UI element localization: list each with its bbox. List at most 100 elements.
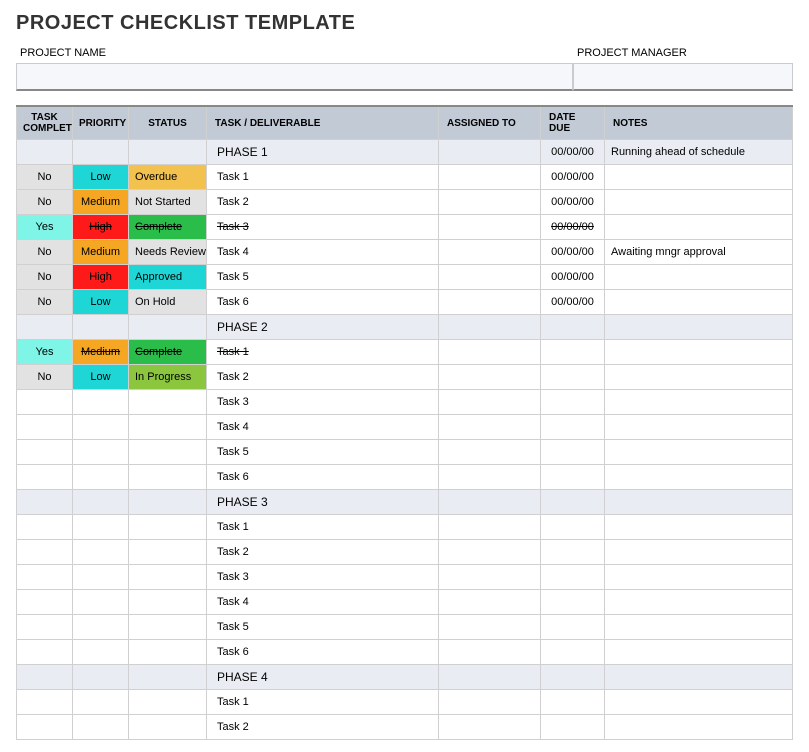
cell-notes[interactable] [605, 690, 793, 715]
cell-task[interactable]: Task 1 [207, 690, 439, 715]
cell-complete[interactable] [17, 590, 73, 615]
cell-task[interactable]: Task 1 [207, 515, 439, 540]
cell-notes[interactable] [605, 515, 793, 540]
cell-assigned[interactable] [439, 390, 541, 415]
cell-assigned[interactable] [439, 165, 541, 190]
cell-assigned[interactable] [439, 465, 541, 490]
cell-date[interactable]: 00/00/00 [541, 190, 605, 215]
cell-status[interactable]: Approved [129, 265, 207, 290]
cell-complete[interactable]: No [17, 240, 73, 265]
cell-status[interactable] [129, 590, 207, 615]
cell-status[interactable]: Overdue [129, 165, 207, 190]
cell-date[interactable]: 00/00/00 [541, 240, 605, 265]
cell-assigned[interactable] [439, 565, 541, 590]
cell-complete[interactable]: No [17, 365, 73, 390]
cell-notes[interactable] [605, 565, 793, 590]
cell-status[interactable]: Complete [129, 340, 207, 365]
cell-notes[interactable] [605, 415, 793, 440]
cell-priority[interactable] [73, 415, 129, 440]
cell-date[interactable] [541, 415, 605, 440]
cell-complete[interactable] [17, 440, 73, 465]
cell-priority[interactable] [73, 690, 129, 715]
cell-assigned[interactable] [439, 290, 541, 315]
cell-assigned[interactable] [439, 690, 541, 715]
cell-notes[interactable] [605, 540, 793, 565]
cell-complete[interactable] [17, 515, 73, 540]
cell-assigned[interactable] [439, 240, 541, 265]
cell-date[interactable]: 00/00/00 [541, 290, 605, 315]
cell-priority[interactable]: High [73, 265, 129, 290]
cell-priority[interactable]: Medium [73, 340, 129, 365]
cell-assigned[interactable] [439, 590, 541, 615]
cell-task[interactable]: Task 6 [207, 290, 439, 315]
cell-complete[interactable] [17, 565, 73, 590]
cell-task[interactable]: Task 1 [207, 165, 439, 190]
cell-status[interactable] [129, 540, 207, 565]
cell-notes[interactable] [605, 340, 793, 365]
cell-priority[interactable] [73, 390, 129, 415]
cell-status[interactable] [129, 465, 207, 490]
cell-notes[interactable] [605, 390, 793, 415]
cell-complete[interactable]: Yes [17, 340, 73, 365]
cell-assigned[interactable] [439, 190, 541, 215]
cell-priority[interactable]: Low [73, 290, 129, 315]
cell-notes[interactable] [605, 640, 793, 665]
cell-status[interactable]: In Progress [129, 365, 207, 390]
cell-complete[interactable]: No [17, 190, 73, 215]
cell-status[interactable] [129, 515, 207, 540]
cell-notes[interactable] [605, 290, 793, 315]
cell-complete[interactable] [17, 540, 73, 565]
cell-assigned[interactable] [439, 215, 541, 240]
cell-date[interactable] [541, 615, 605, 640]
cell-complete[interactable] [17, 465, 73, 490]
cell-notes[interactable] [605, 165, 793, 190]
cell-assigned[interactable] [439, 515, 541, 540]
cell-assigned[interactable] [439, 440, 541, 465]
cell-date[interactable] [541, 715, 605, 740]
cell-task[interactable]: Task 2 [207, 715, 439, 740]
cell-task[interactable]: Task 3 [207, 565, 439, 590]
cell-priority[interactable] [73, 715, 129, 740]
cell-task[interactable]: Task 4 [207, 415, 439, 440]
cell-status[interactable] [129, 715, 207, 740]
cell-task[interactable]: Task 6 [207, 640, 439, 665]
cell-status[interactable]: Complete [129, 215, 207, 240]
cell-date[interactable]: 00/00/00 [541, 165, 605, 190]
cell-task[interactable]: Task 3 [207, 390, 439, 415]
cell-task[interactable]: Task 5 [207, 615, 439, 640]
cell-status[interactable]: Needs Review [129, 240, 207, 265]
cell-date[interactable] [541, 540, 605, 565]
cell-task[interactable]: Task 2 [207, 190, 439, 215]
cell-task[interactable]: Task 1 [207, 340, 439, 365]
cell-date[interactable] [541, 465, 605, 490]
cell-assigned[interactable] [439, 265, 541, 290]
cell-notes[interactable] [605, 365, 793, 390]
cell-assigned[interactable] [439, 415, 541, 440]
cell-status[interactable] [129, 640, 207, 665]
cell-assigned[interactable] [439, 640, 541, 665]
cell-status[interactable] [129, 440, 207, 465]
cell-notes[interactable]: Awaiting mngr approval [605, 240, 793, 265]
cell-complete[interactable] [17, 715, 73, 740]
cell-notes[interactable] [605, 715, 793, 740]
cell-complete[interactable]: Yes [17, 215, 73, 240]
project-manager-input[interactable] [573, 63, 793, 91]
cell-complete[interactable] [17, 415, 73, 440]
cell-notes[interactable] [605, 465, 793, 490]
cell-complete[interactable] [17, 615, 73, 640]
cell-status[interactable] [129, 615, 207, 640]
cell-assigned[interactable] [439, 365, 541, 390]
cell-notes[interactable] [605, 265, 793, 290]
cell-priority[interactable]: Medium [73, 190, 129, 215]
cell-priority[interactable]: Low [73, 365, 129, 390]
cell-priority[interactable] [73, 540, 129, 565]
cell-priority[interactable] [73, 615, 129, 640]
cell-notes[interactable] [605, 215, 793, 240]
cell-notes[interactable] [605, 440, 793, 465]
cell-date[interactable] [541, 590, 605, 615]
cell-complete[interactable]: No [17, 265, 73, 290]
cell-complete[interactable] [17, 390, 73, 415]
cell-assigned[interactable] [439, 615, 541, 640]
cell-task[interactable]: Task 5 [207, 265, 439, 290]
cell-complete[interactable] [17, 690, 73, 715]
